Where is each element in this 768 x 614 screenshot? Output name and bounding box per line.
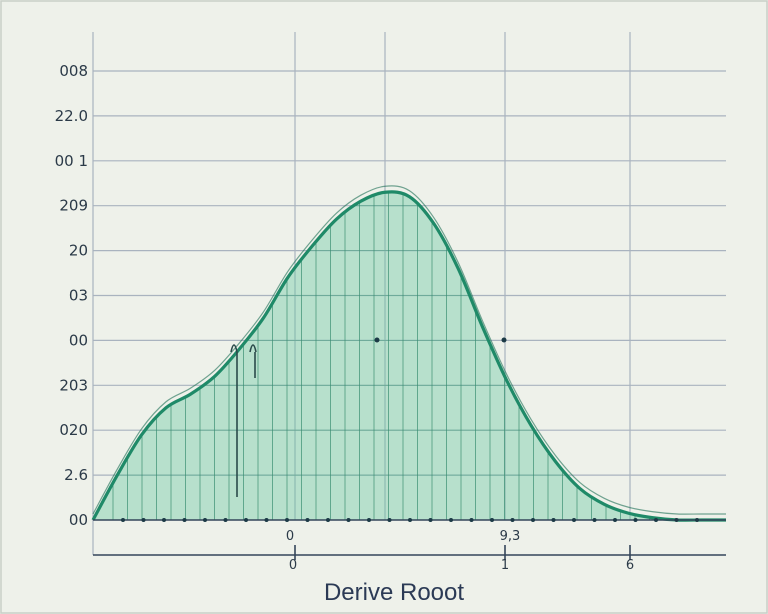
y-tick-label: 2.6: [64, 466, 88, 484]
y-tick-label: 020: [59, 421, 88, 439]
baseline-tick-dot: [244, 518, 248, 522]
baseline-tick-dot: [531, 518, 535, 522]
y-tick-label: 203: [59, 376, 88, 394]
y-tick-label: 22.0: [55, 107, 88, 125]
x-axis-label: Derive Rooot: [324, 579, 464, 606]
area-fill: [93, 191, 726, 521]
baseline-tick-dot: [162, 518, 166, 522]
y-tick-label: 008: [59, 62, 88, 80]
baseline-tick-dot: [510, 518, 515, 522]
baseline-tick-dot: [449, 518, 453, 522]
x-tick-label: 9,3: [500, 529, 521, 544]
area-fill-layer: [93, 191, 726, 521]
baseline-tick-dot: [387, 518, 392, 522]
baseline-tick-dot: [203, 518, 207, 522]
baseline-tick-dot: [141, 518, 146, 522]
baseline-tick-dot: [674, 518, 679, 522]
marker-hook: [249, 344, 257, 353]
y-tick-label: 209: [59, 197, 88, 215]
baseline-tick-dot: [633, 518, 638, 522]
data-point: [501, 337, 507, 343]
data-point: [374, 337, 380, 343]
baseline-tick-dot: [264, 518, 269, 522]
baseline-tick-dot: [490, 518, 494, 522]
baseline-tick-dot: [121, 518, 125, 522]
x-tick-label: 6: [626, 558, 634, 573]
curve-layer: [91, 185, 726, 522]
y-tick-label: 00 1: [55, 152, 88, 170]
y-tick-label: 03: [69, 287, 88, 305]
baseline-tick-dot: [285, 518, 289, 522]
baseline-tick-dot: [572, 518, 576, 522]
marker-hook: [230, 344, 238, 353]
baseline-tick-dot: [408, 518, 412, 522]
y-tick-label: 00: [69, 511, 88, 529]
baseline-tick-dot: [367, 518, 371, 522]
baseline-tick-dot: [695, 518, 699, 522]
x-tick-label: 0: [289, 558, 297, 573]
series-curve-highlight: [92, 185, 726, 515]
baseline-tick-dot: [223, 518, 228, 522]
x-tick-label: 1: [501, 558, 509, 573]
x-tick-label: 0: [286, 529, 294, 544]
baseline-tick-dot: [182, 518, 187, 522]
baseline-tick-dot: [346, 518, 351, 522]
baseline-tick-dot: [305, 518, 310, 522]
y-tick-label: 20: [69, 242, 88, 260]
baseline-tick-dot: [469, 518, 474, 522]
baseline-tick-dot: [326, 518, 330, 522]
baseline-tick-dot: [613, 518, 617, 522]
baseline-tick-dot: [551, 518, 556, 522]
y-tick-label: 00: [69, 331, 88, 349]
y-tick-labels: 008 22.0 00 1 209 20 03 00 203 020 2.6 00: [55, 62, 88, 529]
axes: [93, 518, 726, 560]
grid: [92, 32, 726, 555]
baseline-tick-dot: [428, 518, 433, 522]
baseline-tick-dot: [654, 518, 658, 522]
x-tick-labels: 0 0 1 9,3 6: [286, 529, 634, 573]
baseline-tick-dot: [592, 518, 597, 522]
series-curve: [91, 190, 726, 522]
